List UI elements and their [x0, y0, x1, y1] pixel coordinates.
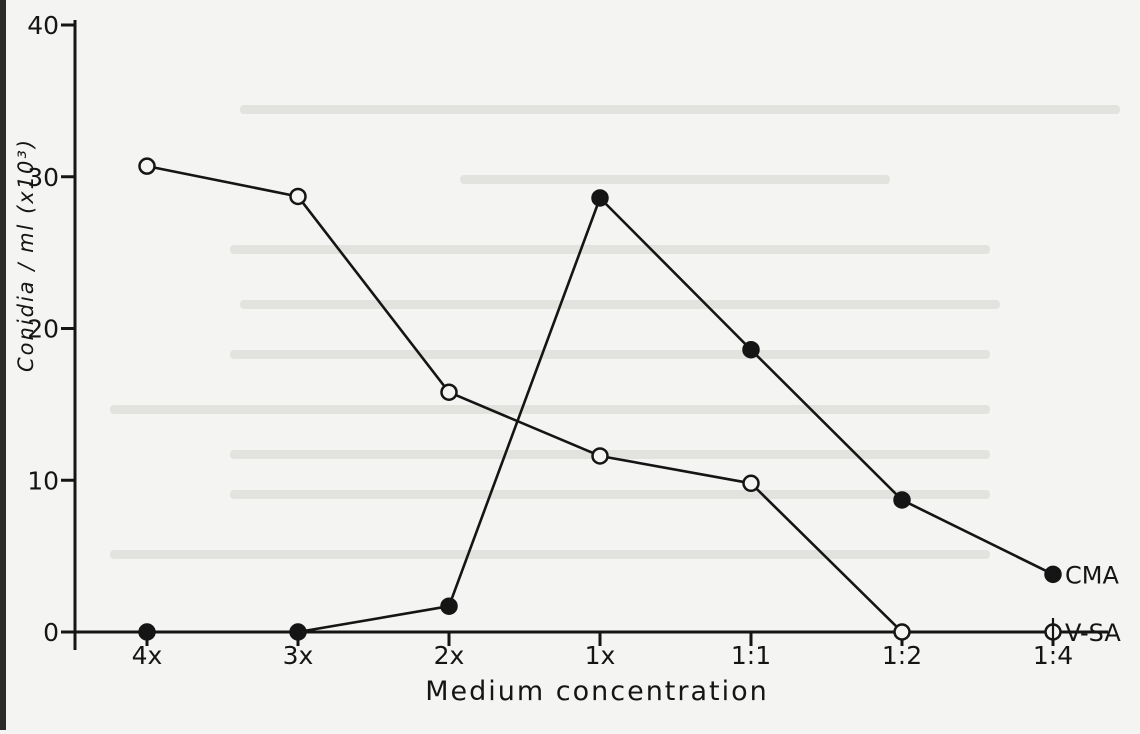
legend-label-cma: CMA: [1065, 561, 1119, 589]
data-point-cma: [893, 491, 911, 509]
y-axis-label: Conidia / ml (x10³): [14, 138, 38, 372]
data-point-cma: [591, 189, 609, 207]
show-through-line: [230, 245, 990, 254]
y-axis-ticks: 0 10 20 30 40: [27, 11, 75, 647]
x-axis-label: Medium concentration: [425, 676, 769, 707]
y-tick-label: 10: [27, 466, 59, 495]
series-line-cma: [147, 196, 1054, 634]
data-point-v-sa: [742, 474, 760, 493]
series-lines: [146, 164, 1054, 634]
x-axis-ticks: 4x 3x 2x 1x 1:1 1:2 1:4: [132, 632, 1073, 670]
data-point-v-sa: [138, 157, 156, 175]
show-through-line: [240, 300, 1000, 309]
show-through-line: [230, 350, 990, 359]
show-through-line: [230, 490, 990, 499]
x-tick-label: 1:2: [882, 641, 922, 670]
data-point-v-sa: [591, 447, 609, 465]
legend: CMA V-SA: [1051, 561, 1121, 647]
series-points: [138, 157, 1062, 641]
series-line-v-sa: [146, 164, 1053, 634]
x-tick-label: 1x: [585, 641, 616, 670]
background-show-through: [0, 0, 1120, 730]
data-point-v-sa: [893, 623, 911, 641]
data-point-v-sa: [440, 383, 458, 401]
show-through-line: [230, 450, 990, 459]
x-tick-label: 2x: [434, 641, 465, 670]
legend-label-v-sa: V-SA: [1065, 619, 1121, 647]
y-tick-label: 30: [27, 163, 59, 192]
show-through-line: [460, 175, 890, 184]
x-tick-label: 3x: [283, 641, 314, 670]
show-through-line: [110, 550, 990, 559]
y-tick-label: 40: [27, 11, 59, 40]
page-edge-shadow: [0, 0, 6, 730]
data-point-v-sa: [289, 187, 307, 206]
data-point-cma: [440, 597, 458, 615]
show-through-line: [240, 105, 1120, 114]
x-tick-label: 4x: [132, 641, 163, 670]
x-tick-label: 1:1: [731, 641, 771, 670]
y-tick-label: 0: [43, 618, 59, 647]
data-point-cma: [138, 623, 156, 641]
data-point-cma: [742, 340, 760, 359]
data-point-cma: [1044, 565, 1062, 584]
show-through-line: [110, 405, 990, 414]
data-point-cma: [289, 623, 307, 641]
y-tick-label: 20: [27, 315, 59, 344]
